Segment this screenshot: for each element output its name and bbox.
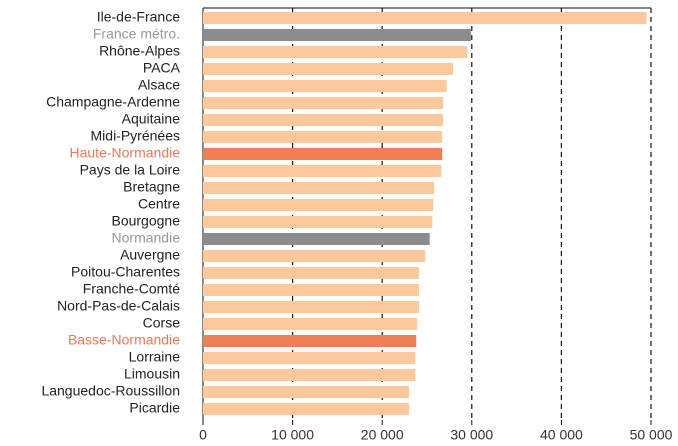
- x-tick-label: 40 000: [540, 427, 583, 443]
- y-tick-label: Rhône-Alpes: [99, 43, 180, 59]
- bar: [203, 403, 410, 415]
- bar: [203, 12, 647, 24]
- y-tick-label: Franche-Comté: [83, 281, 180, 297]
- y-tick-label: Champagne-Ardenne: [46, 94, 180, 110]
- bar: [203, 301, 419, 313]
- y-tick-label: Basse-Normandie: [68, 332, 180, 348]
- y-tick-label: Nord-Pas-de-Calais: [57, 298, 180, 314]
- y-tick-label: France métro.: [93, 26, 180, 42]
- y-tick-label: Bretagne: [123, 179, 180, 195]
- bar: [203, 216, 433, 228]
- y-tick-label: Languedoc-Roussillon: [41, 383, 180, 399]
- y-tick-label: Lorraine: [129, 349, 181, 365]
- x-tick-label: 10 000: [271, 427, 314, 443]
- y-tick-label: Haute-Normandie: [70, 145, 181, 161]
- bar: [203, 318, 418, 330]
- y-tick-label: Pays de la Loire: [80, 162, 181, 178]
- bar: [203, 46, 468, 58]
- x-tick-label: 0: [199, 427, 207, 443]
- bar: [203, 97, 444, 109]
- y-tick-label: Normandie: [112, 230, 181, 246]
- bar: [203, 182, 435, 194]
- y-tick-label: Ile-de-France: [97, 9, 180, 25]
- bar: [203, 114, 444, 126]
- bar: [203, 369, 416, 381]
- bar: [203, 233, 430, 245]
- y-tick-label: Auvergne: [120, 247, 180, 263]
- bar: [203, 386, 410, 398]
- y-tick-label: Midi-Pyrénées: [91, 128, 180, 144]
- bar: [203, 284, 419, 296]
- bar: [203, 148, 443, 160]
- bar: [203, 63, 453, 75]
- bar: [203, 267, 419, 279]
- y-tick-label: Aquitaine: [122, 111, 181, 127]
- bar: [203, 131, 443, 143]
- y-tick-label: Centre: [138, 196, 180, 212]
- y-tick-label: Picardie: [129, 400, 180, 416]
- bar: [203, 352, 416, 364]
- bar: [203, 80, 447, 92]
- y-tick-label: PACA: [143, 60, 181, 76]
- x-tick-label: 20 000: [361, 427, 404, 443]
- bar: [203, 250, 426, 262]
- y-tick-label: Corse: [143, 315, 181, 331]
- bar: [203, 335, 417, 347]
- x-tick-label: 50 000: [630, 427, 673, 443]
- y-tick-label: Bourgogne: [111, 213, 180, 229]
- y-tick-label: Poitou-Charentes: [71, 264, 180, 280]
- bar: [203, 165, 442, 177]
- y-tick-label: Limousin: [124, 366, 180, 382]
- bar: [203, 199, 434, 211]
- x-tick-label: 30 000: [450, 427, 493, 443]
- y-tick-label: Alsace: [138, 77, 180, 93]
- bar: [203, 29, 471, 41]
